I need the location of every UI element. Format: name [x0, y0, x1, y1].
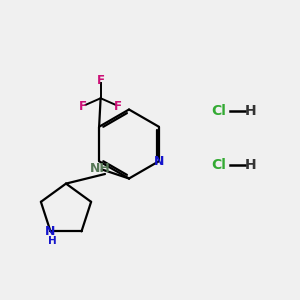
Text: N: N: [154, 155, 164, 168]
Text: F: F: [97, 74, 105, 87]
Text: F: F: [79, 100, 87, 112]
Text: Cl: Cl: [212, 104, 226, 118]
Text: NH: NH: [90, 161, 111, 175]
Text: Cl: Cl: [212, 158, 226, 172]
Text: H: H: [48, 236, 56, 246]
Text: H: H: [245, 104, 256, 118]
Text: F: F: [114, 100, 122, 112]
Text: H: H: [245, 158, 256, 172]
Text: N: N: [45, 225, 56, 238]
